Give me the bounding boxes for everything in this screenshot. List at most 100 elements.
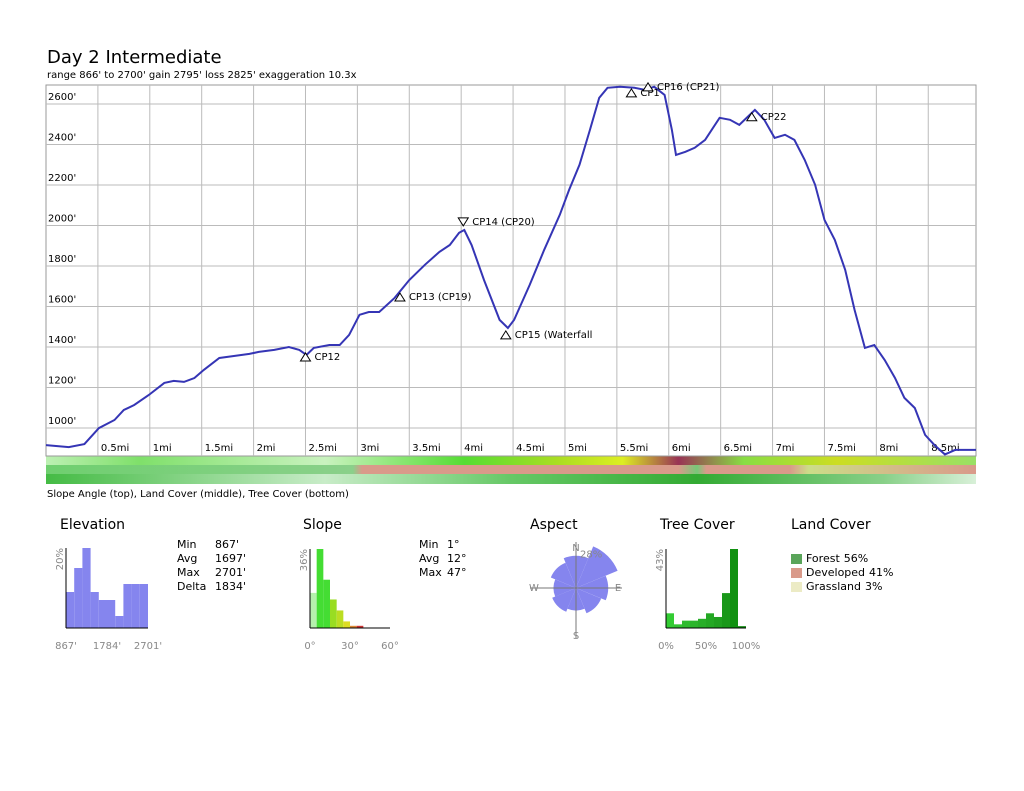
tree-cover-strip [46,474,976,484]
x-tick-label: 1mi [153,443,172,454]
histogram-bar [82,548,91,628]
x-tick-label: 0% [658,641,674,652]
histogram-bar [107,600,116,628]
legend-name: Forest [806,552,840,565]
histogram-bar [350,625,357,628]
x-tick-label: 8mi [879,443,898,454]
x-tick-label: 5mi [568,443,587,454]
y-tick-label: 1200' [48,376,76,387]
histogram-bar [131,584,140,628]
legend-value: 3% [865,580,882,593]
histogram-bar [115,616,124,628]
x-tick-label: 1.5mi [205,443,233,454]
histogram-bar [698,618,706,628]
x-tick-label: 100% [732,641,761,652]
histogram-bar [98,600,107,628]
aspect-wedge [576,588,602,614]
histogram-bar [139,584,148,628]
stat-text: Max [177,566,200,579]
stat-text: 1° [447,538,460,551]
histogram-bar [706,613,714,628]
chart-title: Day 2 Intermediate [47,47,222,68]
y-tick-label: 1400' [48,335,76,346]
y-tick-label: 2200' [48,173,76,184]
histogram-bar [730,549,738,628]
legend-entry: Developed 41% [806,566,894,579]
checkpoint-marker [457,217,470,227]
checkpoint-marker [299,352,312,362]
checkpoint-label: CP22 [761,112,787,123]
stat-text: Delta [177,580,206,593]
histogram-bar [310,592,317,628]
x-tick-label: 3mi [360,443,379,454]
checkpoint-label: CP12 [314,352,340,363]
histogram-bar [682,620,690,628]
histogram-bar [674,624,682,628]
legend-name: Grassland [806,580,861,593]
y-tick-label: 1600' [48,295,76,306]
x-tick-label: 60° [381,641,399,652]
histogram-bar [330,599,337,628]
stat-text: 47° [447,566,467,579]
histogram-bar [336,610,344,628]
chart-subtitle: range 866' to 2700' gain 2795' loss 2825… [47,70,357,81]
stat-text: 2701' [215,566,246,579]
stat-text: Avg [419,552,439,565]
checkpoint-marker [745,111,758,122]
x-tick-label: 6mi [672,443,691,454]
x-tick-label: 7mi [776,443,795,454]
y-tick-label: 43% [655,549,666,571]
histogram-bar [738,626,746,628]
histogram-bar [714,616,722,628]
x-tick-label: 6.5mi [724,443,752,454]
radius-label: 28% [580,549,602,560]
x-tick-label: 4mi [464,443,483,454]
checkpoint-label: CP15 (Waterfall [515,330,593,341]
histogram-bar [666,613,674,628]
aspect-wedge [576,546,618,588]
slope-strip [46,456,976,465]
x-tick-label: 50% [695,641,717,652]
aspect-wedge [552,588,576,612]
direction-label: S [573,631,579,642]
stat-text: 1697' [215,552,246,565]
x-tick-label: 867' [55,641,77,652]
strip-caption: Slope Angle (top), Land Cover (middle), … [47,489,349,500]
legend-swatch [791,568,802,578]
x-tick-label: 2701' [134,641,162,652]
stat-text: 1834' [215,580,246,593]
histogram-bar [66,592,75,628]
stat-text: Max [419,566,442,579]
x-tick-label: 0.5mi [101,443,129,454]
legend-value: 41% [869,566,893,579]
x-tick-label: 5.5mi [620,443,648,454]
y-tick-label: 20% [55,548,66,570]
checkpoint-marker [394,292,406,302]
legend-entry: Grassland 3% [806,580,882,593]
checkpoint-label: CP14 (CP20) [472,217,535,228]
direction-label: W [529,583,539,594]
histogram-bar [74,568,83,628]
stat-text: 867' [215,538,239,551]
x-tick-label: 30° [341,641,359,652]
panel-title: Elevation [60,517,125,533]
legend-entry: Forest 56% [806,552,868,565]
x-tick-label: 4.5mi [516,443,544,454]
panel-title: Tree Cover [659,517,735,533]
legend-value: 56% [844,552,868,565]
y-tick-label: 36% [299,549,310,571]
legend-name: Developed [806,566,865,579]
histogram-bar [316,549,324,628]
x-tick-label: 2mi [257,443,276,454]
histogram-bar [722,593,730,628]
y-tick-label: 2400' [48,133,76,144]
checkpoint-marker [625,87,638,98]
x-tick-label: 1784' [93,641,121,652]
plot-frame [45,84,977,457]
stat-text: Avg [177,552,197,565]
histogram-bar [123,584,132,628]
land-cover-strip [46,465,976,474]
